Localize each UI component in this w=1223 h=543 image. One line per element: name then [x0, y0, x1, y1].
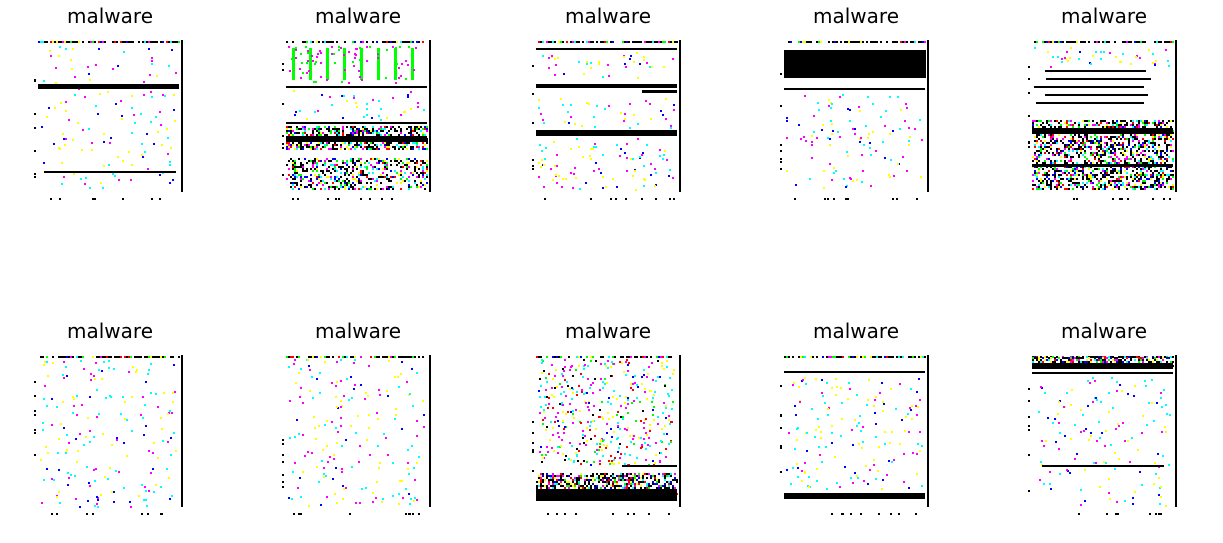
texture-edge — [679, 355, 681, 507]
texture-band — [622, 465, 677, 467]
texture-band — [38, 84, 179, 89]
image-panel — [532, 40, 681, 200]
texture-band — [286, 86, 427, 88]
texture-band — [1032, 372, 1173, 374]
image-cell: malware — [528, 319, 688, 519]
image-panel — [1028, 40, 1177, 200]
image-cell: malware — [1024, 319, 1184, 519]
image-cell: malware — [776, 4, 936, 204]
image-title: malware — [813, 319, 899, 343]
image-panel — [282, 40, 431, 200]
image-panel — [780, 40, 929, 200]
texture-band — [1032, 164, 1173, 167]
texture-edge — [181, 355, 183, 507]
texture-edge — [927, 355, 929, 507]
texture-band — [286, 122, 427, 124]
image-title: malware — [813, 4, 899, 28]
texture-band — [1042, 465, 1164, 467]
texture-band — [536, 489, 677, 501]
texture-band — [286, 136, 427, 142]
texture-edge — [1175, 355, 1177, 507]
image-cell: malware — [1024, 4, 1184, 204]
texture-band — [642, 90, 677, 93]
texture-edge — [927, 40, 929, 192]
image-title: malware — [67, 4, 153, 28]
image-cell: malware — [278, 319, 438, 519]
texture-edge — [429, 40, 431, 192]
image-panel — [1028, 355, 1177, 515]
texture-band — [1045, 94, 1148, 96]
image-title: malware — [67, 319, 153, 343]
texture-band — [1046, 78, 1151, 80]
image-panel — [34, 355, 183, 515]
image-title: malware — [565, 4, 651, 28]
texture-band — [536, 84, 677, 88]
image-title: malware — [315, 4, 401, 28]
texture-band — [536, 48, 677, 50]
image-cell: malware — [278, 4, 438, 204]
image-title: malware — [315, 319, 401, 343]
texture-band — [1036, 102, 1144, 104]
image-panel — [34, 40, 183, 200]
texture-band — [1045, 70, 1146, 72]
texture-band — [784, 88, 925, 90]
texture-band — [784, 371, 925, 373]
texture-band — [784, 493, 925, 499]
texture-edge — [181, 40, 183, 192]
texture-edge — [679, 40, 681, 192]
image-panel — [780, 355, 929, 515]
texture-block — [784, 50, 926, 78]
image-cell: malware — [776, 319, 936, 519]
texture-edge — [1175, 40, 1177, 192]
image-cell: malware — [30, 319, 190, 519]
image-panel — [282, 355, 431, 515]
texture-band — [1034, 86, 1144, 88]
image-panel — [532, 355, 681, 515]
image-title: malware — [1061, 4, 1147, 28]
image-cell: malware — [30, 4, 190, 204]
texture-band — [536, 130, 677, 136]
image-title: malware — [1061, 319, 1147, 343]
texture-band — [1032, 363, 1173, 369]
image-cell: malware — [528, 4, 688, 204]
texture-band — [1032, 128, 1173, 134]
texture-band — [44, 171, 176, 173]
texture-edge — [429, 355, 431, 507]
image-title: malware — [565, 319, 651, 343]
